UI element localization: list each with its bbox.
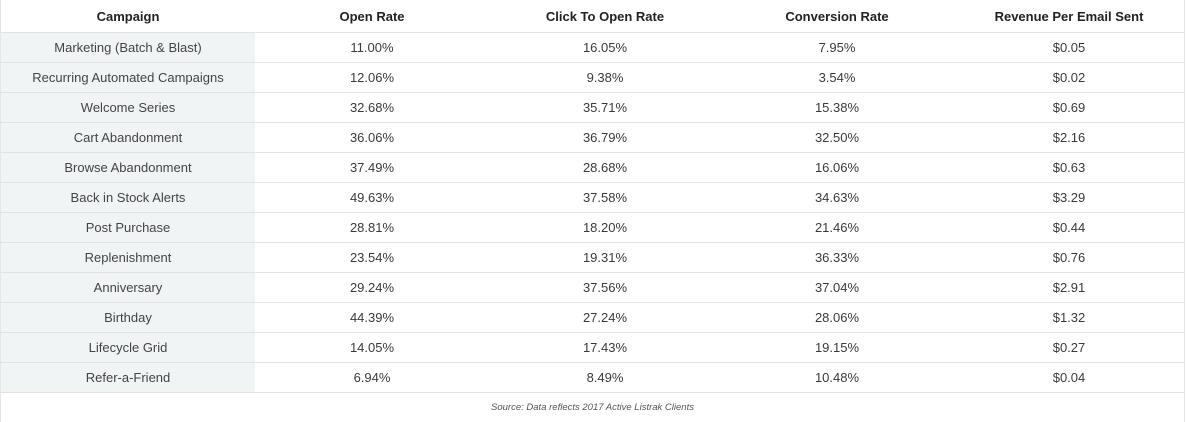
click-to-open-rate-cell: 18.20% [489,212,721,243]
click-to-open-rate-cell: 35.71% [489,92,721,123]
click-to-open-rate-cell: 37.58% [489,182,721,213]
open-rate-cell: 12.06% [255,62,489,93]
click-to-open-rate-cell: 9.38% [489,62,721,93]
source-footer: Source: Data reflects 2017 Active Listra… [1,392,1184,422]
table-row: Cart Abandonment 36.06% 36.79% 32.50% $2.16 [1,122,1185,153]
open-rate-cell: 49.63% [255,182,489,213]
campaign-cell: Back in Stock Alerts [1,182,255,213]
table-row: Browse Abandonment 37.49% 28.68% 16.06% $0.6… [1,152,1185,183]
table-row: Back in Stock Alerts 49.63% 37.58% 34.63% $3… [1,182,1185,213]
conversion-rate-cell: 28.06% [721,302,953,333]
campaign-cell: Recurring Automated Campaigns [1,62,255,93]
revenue-per-email-cell: $2.91 [953,272,1185,303]
table-row: Welcome Series 32.68% 35.71% 15.38% $0.69 [1,92,1185,123]
header-revenue-per-email: Revenue Per Email Sent [994,8,1144,24]
conversion-rate-cell: 37.04% [721,272,953,303]
revenue-per-email-cell: $0.76 [953,242,1185,273]
table-row: Post Purchase 28.81% 18.20% 21.46% $0.44 [1,212,1185,243]
table-row: Refer-a-Friend 6.94% 8.49% 10.48% $0.04 [1,362,1185,392]
open-rate-cell: 28.81% [255,212,489,243]
header-open-rate: Open Rate [339,8,405,24]
conversion-rate-cell: 15.38% [721,92,953,123]
conversion-rate-cell: 3.54% [721,62,953,93]
click-to-open-rate-cell: 27.24% [489,302,721,333]
table-body: Marketing (Batch & Blast) 11.00% 16.05% 7.9… [1,32,1185,392]
header-click-to-open-rate: Click To Open Rate [545,8,665,24]
header-row: Campaign Open Rate Click To Open Rate Co… [1,0,1185,33]
open-rate-cell: 36.06% [255,122,489,153]
open-rate-cell: 14.05% [255,332,489,363]
revenue-per-email-cell: $0.05 [953,32,1185,63]
click-to-open-rate-cell: 19.31% [489,242,721,273]
table-row: Recurring Automated Campaigns 12.06% 9.38%… [1,62,1185,93]
open-rate-cell: 37.49% [255,152,489,183]
click-to-open-rate-cell: 16.05% [489,32,721,63]
table-row: Anniversary 29.24% 37.56% 37.04% $2.91 [1,272,1185,303]
conversion-rate-cell: 16.06% [721,152,953,183]
campaign-cell: Browse Abandonment [1,152,255,183]
open-rate-cell: 23.54% [255,242,489,273]
table-row: Replenishment 23.54% 19.31% 36.33% $0.76 [1,242,1185,273]
revenue-per-email-cell: $0.69 [953,92,1185,123]
conversion-rate-cell: 19.15% [721,332,953,363]
click-to-open-rate-cell: 8.49% [489,362,721,392]
campaign-cell: Birthday [1,302,255,333]
campaign-cell: Marketing (Batch & Blast) [1,32,255,63]
source-note: Source: Data reflects 2017 Active Listra… [491,402,694,413]
click-to-open-rate-cell: 37.56% [489,272,721,303]
conversion-rate-cell: 7.95% [721,32,953,63]
open-rate-cell: 29.24% [255,272,489,303]
revenue-per-email-cell: $0.44 [953,212,1185,243]
open-rate-cell: 11.00% [255,32,489,63]
conversion-rate-cell: 21.46% [721,212,953,243]
campaign-cell: Refer-a-Friend [1,362,255,392]
campaign-cell: Welcome Series [1,92,255,123]
campaign-cell: Post Purchase [1,212,255,243]
open-rate-cell: 32.68% [255,92,489,123]
revenue-per-email-cell: $0.63 [953,152,1185,183]
table-row: Marketing (Batch & Blast) 11.00% 16.05% 7.9… [1,32,1185,63]
conversion-rate-cell: 32.50% [721,122,953,153]
campaign-cell: Cart Abandonment [1,122,255,153]
table-row: Lifecycle Grid 14.05% 17.43% 19.15% $0.27 [1,332,1185,363]
open-rate-cell: 6.94% [255,362,489,392]
campaign-cell: Lifecycle Grid [1,332,255,363]
revenue-per-email-cell: $2.16 [953,122,1185,153]
revenue-per-email-cell: $0.02 [953,62,1185,93]
revenue-per-email-cell: $0.04 [953,362,1185,392]
campaign-cell: Replenishment [1,242,255,273]
header-campaign: Campaign [96,8,160,24]
campaign-metrics-table: Campaign Open Rate Click To Open Rate Co… [1,0,1185,392]
conversion-rate-cell: 10.48% [721,362,953,392]
table-row: Birthday 44.39% 27.24% 28.06% $1.32 [1,302,1185,333]
revenue-per-email-cell: $0.27 [953,332,1185,363]
campaign-cell: Anniversary [1,272,255,303]
conversion-rate-cell: 34.63% [721,182,953,213]
click-to-open-rate-cell: 28.68% [489,152,721,183]
header-conversion-rate: Conversion Rate [785,8,889,24]
open-rate-cell: 44.39% [255,302,489,333]
revenue-per-email-cell: $1.32 [953,302,1185,333]
click-to-open-rate-cell: 17.43% [489,332,721,363]
conversion-rate-cell: 36.33% [721,242,953,273]
table-header: Campaign Open Rate Click To Open Rate Co… [1,0,1185,33]
click-to-open-rate-cell: 36.79% [489,122,721,153]
revenue-per-email-cell: $3.29 [953,182,1185,213]
